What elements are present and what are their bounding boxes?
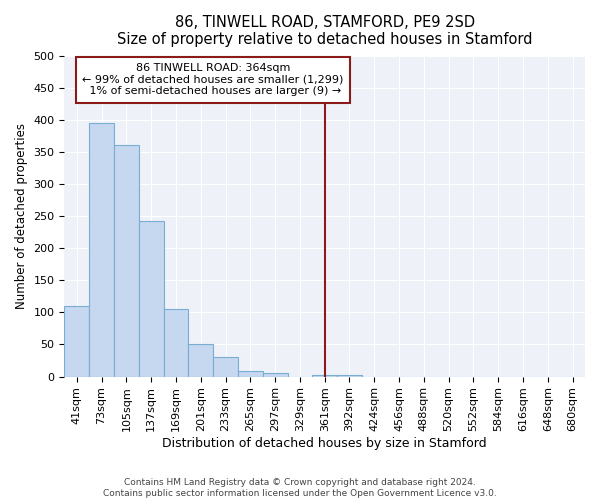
X-axis label: Distribution of detached houses by size in Stamford: Distribution of detached houses by size … (163, 437, 487, 450)
Bar (139, 221, 164, 376)
Bar (114, 146, 139, 376)
Text: 86 TINWELL ROAD: 364sqm
← 99% of detached houses are smaller (1,299)
 1% of semi: 86 TINWELL ROAD: 364sqm ← 99% of detache… (82, 63, 344, 96)
Bar (213, 358, 238, 376)
Bar (263, 374, 287, 376)
Bar (64, 306, 89, 376)
Title: 86, TINWELL ROAD, STAMFORD, PE9 2SD
Size of property relative to detached houses: 86, TINWELL ROAD, STAMFORD, PE9 2SD Size… (117, 15, 532, 48)
Bar (89, 123, 114, 376)
Bar (238, 372, 263, 376)
Bar (188, 344, 213, 376)
Text: Contains HM Land Registry data © Crown copyright and database right 2024.
Contai: Contains HM Land Registry data © Crown c… (103, 478, 497, 498)
Bar (164, 309, 188, 376)
Y-axis label: Number of detached properties: Number of detached properties (15, 123, 28, 309)
